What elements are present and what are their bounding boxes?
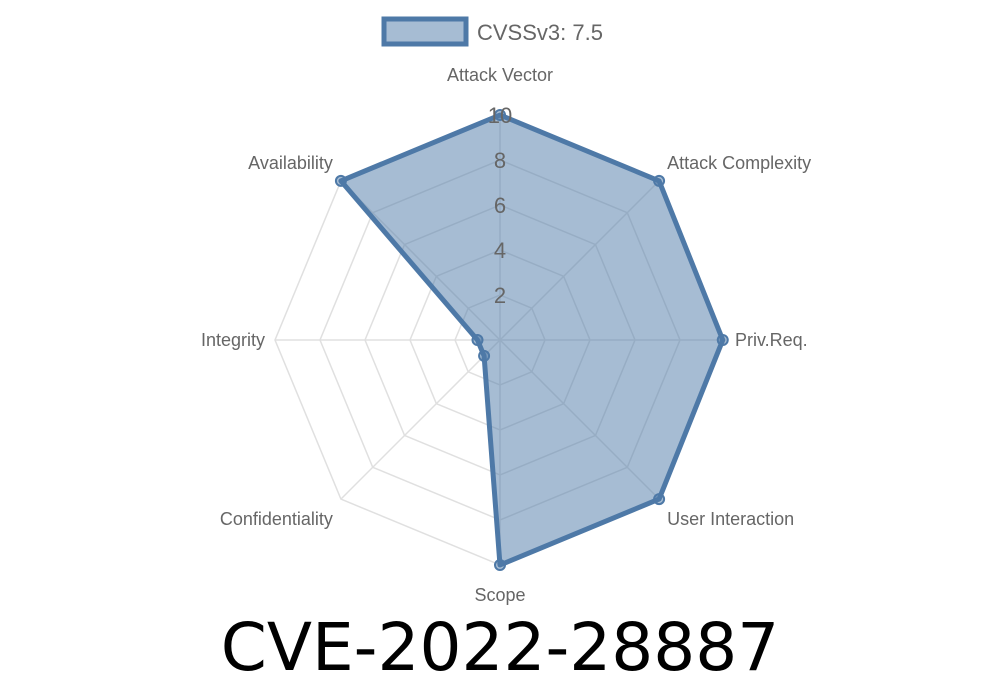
tick-label: 10 xyxy=(488,103,512,128)
data-point xyxy=(653,493,666,506)
data-point xyxy=(478,349,491,362)
axis-label: Attack Complexity xyxy=(667,153,811,173)
tick-label: 8 xyxy=(494,148,506,173)
tick-label: 6 xyxy=(494,193,506,218)
chart-title: CVE-2022-28887 xyxy=(220,609,780,686)
data-point xyxy=(471,334,484,346)
data-point xyxy=(653,174,666,187)
axis-label: Confidentiality xyxy=(220,509,333,529)
axis-label: Scope xyxy=(474,585,525,605)
grid-spoke xyxy=(340,339,501,500)
legend: CVSSv3: 7.5 xyxy=(381,16,603,47)
axis-label: Attack Vector xyxy=(447,65,553,85)
tick-label: 4 xyxy=(494,238,506,263)
tick-label: 2 xyxy=(494,283,506,308)
data-point xyxy=(494,559,506,571)
axis-label: User Interaction xyxy=(667,509,794,529)
axis-label: Integrity xyxy=(201,330,265,350)
axis-label: Availability xyxy=(248,153,333,173)
legend-label: CVSSv3: 7.5 xyxy=(477,20,603,45)
legend-swatch xyxy=(381,16,469,47)
data-point xyxy=(716,334,729,346)
data-point xyxy=(494,109,506,121)
data-point xyxy=(334,174,347,187)
axis-label: Priv.Req. xyxy=(735,330,808,350)
